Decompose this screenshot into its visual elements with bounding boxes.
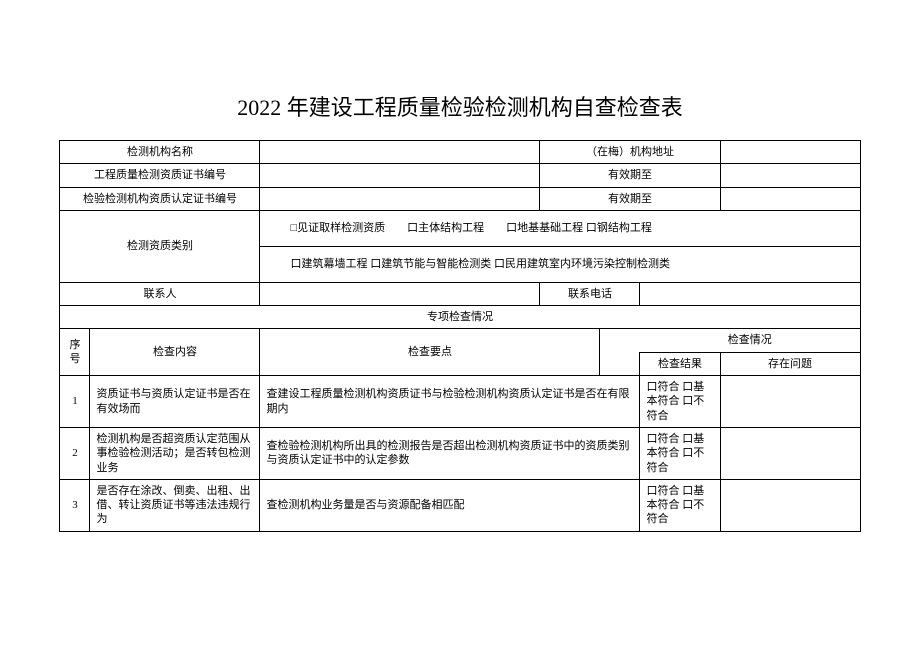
row-problem [720, 427, 860, 479]
row-problem [720, 479, 860, 531]
cert2-value [260, 187, 540, 210]
valid2-value [720, 187, 860, 210]
org-name-value [260, 141, 540, 164]
col-seq: 序号 [60, 329, 90, 376]
phone-label: 联系电话 [540, 282, 640, 305]
table-row: 2 检测机构是否超资质认定范围从事检验检测活动；是否转包检测业务 查检验检测机构… [60, 427, 860, 479]
table-row: 1 资质证书与资质认定证书是否在有效场而 查建设工程质量检测机构资质证书与检验检… [60, 376, 860, 428]
page-title: 2022 年建设工程质量检验检测机构自查检查表 [0, 0, 920, 140]
form-table: 检测机构名称 （在梅）机构地址 工程质量检测资质证书编号 有效期至 检验检测机构… [59, 140, 860, 532]
row-seq: 2 [60, 427, 90, 479]
col-status-group: 检查情况 [640, 329, 860, 352]
org-name-label: 检测机构名称 [60, 141, 260, 164]
row-point: 查检验检测机构所出具的检测报告是否超出检测机构资质证书中的资质类别与资质认定证书… [260, 427, 640, 479]
col-gap [600, 329, 640, 376]
valid2-label: 有效期至 [540, 187, 720, 210]
col-result: 检查结果 [640, 352, 720, 375]
table-row: 3 是否存在涂改、倒卖、出租、出借、转让资质证书等违法违规行为 查检测机构业务量… [60, 479, 860, 531]
row-result: 口符合 口基本符合 口不符合 [640, 427, 720, 479]
contact-value [260, 282, 540, 305]
row-problem [720, 376, 860, 428]
org-addr-value [720, 141, 860, 164]
section-title: 专项检查情况 [60, 306, 860, 329]
row-result: 口符合 口基本符合 口不符合 [640, 479, 720, 531]
cert1-value [260, 164, 540, 187]
qual-type-line2: 口建筑幕墙工程 口建筑节能与智能检测类 口民用建筑室内环境污染控制检测类 [260, 246, 860, 282]
row-content: 是否存在涂改、倒卖、出租、出借、转让资质证书等违法违规行为 [90, 479, 260, 531]
cert1-label: 工程质量检测资质证书编号 [60, 164, 260, 187]
valid1-label: 有效期至 [540, 164, 720, 187]
row-content: 检测机构是否超资质认定范围从事检验检测活动；是否转包检测业务 [90, 427, 260, 479]
contact-label: 联系人 [60, 282, 260, 305]
row-seq: 1 [60, 376, 90, 428]
row-point: 查建设工程质量检测机构资质证书与检验检测机构资质认定证书是否在有限期内 [260, 376, 640, 428]
row-result: 口符合 口基本符合 口不符合 [640, 376, 720, 428]
col-content: 检查内容 [90, 329, 260, 376]
qual-type-label: 检测资质类别 [60, 210, 260, 282]
cert2-label: 检验检测机构资质认定证书编号 [60, 187, 260, 210]
col-point: 检查要点 [260, 329, 600, 376]
org-addr-label: （在梅）机构地址 [540, 141, 720, 164]
col-problem: 存在问题 [720, 352, 860, 375]
row-content: 资质证书与资质认定证书是否在有效场而 [90, 376, 260, 428]
row-seq: 3 [60, 479, 90, 531]
phone-value [640, 282, 860, 305]
qual-type-line1: □见证取样检测资质 口主体结构工程 口地基基础工程 口钢结构工程 [260, 210, 860, 246]
row-point: 查检测机构业务量是否与资源配备相匹配 [260, 479, 640, 531]
valid1-value [720, 164, 860, 187]
